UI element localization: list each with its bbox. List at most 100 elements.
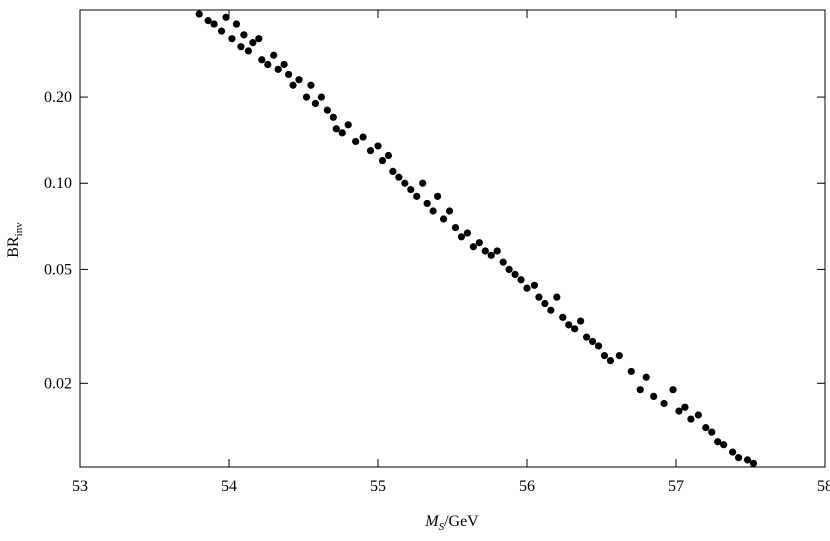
point [395,173,403,181]
point [280,60,288,69]
point [577,317,585,325]
point [374,142,382,150]
point [535,293,543,301]
point [493,247,501,255]
point [487,251,495,259]
point [407,186,415,194]
x-tick-label: 53 [72,478,88,495]
point [317,93,325,101]
point [714,438,722,446]
point [505,265,513,274]
point [749,459,758,467]
point [258,56,266,64]
point [378,156,387,165]
point [264,60,272,69]
point [429,207,437,215]
point [359,133,367,141]
point [439,215,448,223]
y-axis-label: BRinv [5,222,25,258]
point [565,321,573,329]
point [481,247,489,255]
point [323,106,331,114]
point [389,167,397,175]
point [228,35,236,43]
point [457,233,466,241]
point [669,386,677,394]
point [255,35,263,43]
point [413,192,421,200]
point [244,47,252,55]
y-tick-label: 0.10 [44,175,72,192]
y-label-sub: inv [13,222,25,237]
point [237,43,245,51]
point [352,137,360,146]
point [734,454,743,462]
point [702,424,710,432]
point [571,325,579,333]
point [332,125,340,133]
point [451,223,460,232]
point [419,179,427,187]
point [627,367,635,376]
point [606,357,615,365]
point [642,373,650,381]
point [675,407,683,415]
point [583,333,591,341]
point [289,81,297,89]
point [600,351,609,360]
point [366,147,375,155]
point [195,10,203,18]
point [240,31,248,39]
point [694,411,702,419]
y-tick-label: 0.20 [44,89,72,106]
point [302,93,311,101]
point [232,20,241,28]
point [530,281,539,289]
point [743,456,752,464]
x-tick-label: 55 [370,478,386,495]
point [523,284,531,292]
point [463,229,471,237]
point [307,81,315,89]
point [650,392,658,400]
x-tick-label: 58 [817,478,830,495]
x-label-unit: /GeV [444,513,479,530]
point [553,293,561,301]
y-tick-label: 0.05 [44,261,72,278]
point [329,113,337,121]
y-label-main: BR [5,236,22,258]
point [615,351,623,360]
point [547,306,555,314]
point [636,386,644,394]
x-tick-label: 54 [221,478,237,495]
x-tick-label: 56 [519,478,535,495]
point [434,192,442,200]
point [445,207,454,215]
point [249,39,257,47]
point [729,448,737,456]
point [210,20,218,28]
point [720,441,728,449]
point [285,70,293,79]
point [594,342,603,350]
point [295,76,303,84]
point [687,415,695,423]
point [401,179,409,187]
x-axis-label: MS/GeV [424,513,479,533]
point [475,239,483,247]
point [338,129,346,137]
point [311,99,320,108]
point [423,199,431,208]
point [499,258,507,266]
x-tick-label: 57 [668,478,684,495]
point [588,337,597,346]
point [541,299,549,308]
point [270,51,278,59]
point [681,403,689,411]
point [217,27,226,35]
point [204,17,212,25]
x-label-main: M [424,513,440,530]
x-label-sub: S [439,521,445,533]
point [559,313,567,321]
